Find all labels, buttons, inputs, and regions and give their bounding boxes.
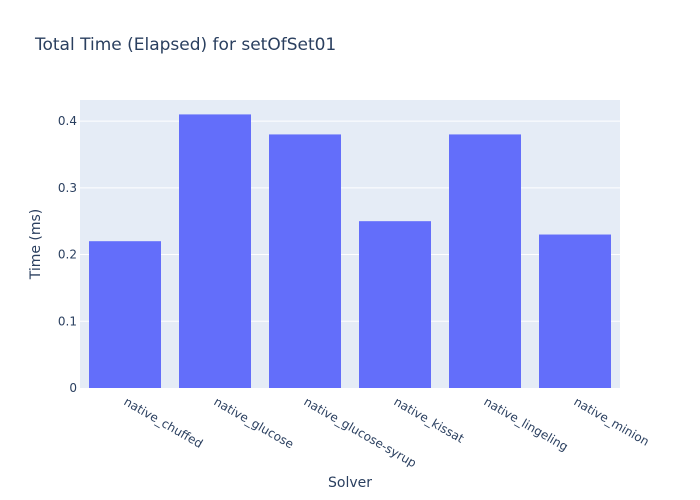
y-tick-label: 0.3 (58, 181, 77, 195)
y-axis-title: Time (ms) (28, 209, 44, 281)
plot-area (80, 100, 620, 388)
gridlines (80, 120, 620, 322)
y-tick-label: 0.1 (58, 314, 77, 328)
bar-native_lingeling (449, 134, 521, 388)
bar-native_glucose (179, 114, 251, 389)
y-tick-label: 0.4 (58, 114, 77, 128)
bars (89, 114, 611, 389)
bar-native_kissat (359, 221, 431, 388)
y-tick-label: 0 (69, 381, 77, 395)
x-axis-title: Solver (328, 475, 372, 491)
bar-native_chuffed (89, 241, 161, 388)
bar-native_minion (539, 234, 611, 388)
y-axis-ticks: 0 0.1 0.2 0.3 0.4 (58, 114, 77, 395)
chart-title: Total Time (Elapsed) for setOfSet01 (34, 35, 336, 55)
y-tick-label: 0.2 (58, 248, 77, 262)
bar-native_glucose-syrup (269, 134, 341, 388)
